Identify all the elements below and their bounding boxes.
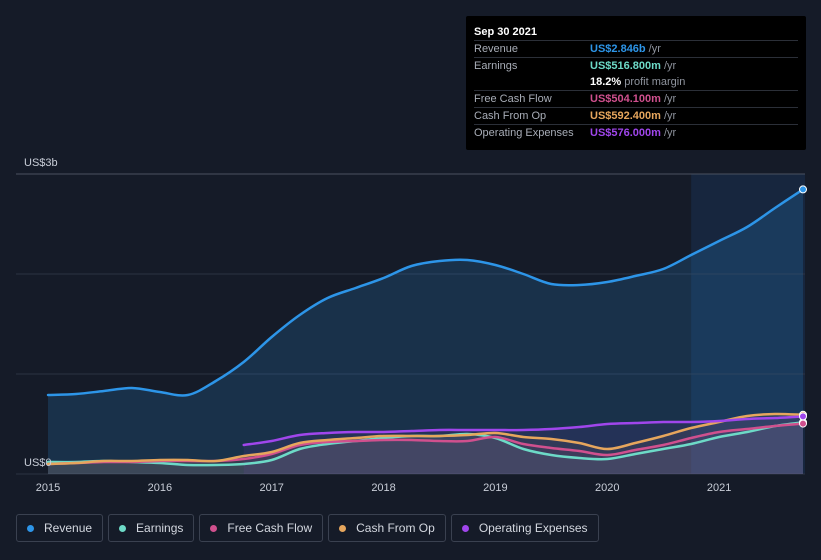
legend-item-revenue[interactable]: Revenue bbox=[16, 514, 104, 542]
revenue-line bbox=[46, 188, 805, 397]
operating-expenses-line bbox=[242, 415, 805, 447]
tooltip-row-value: US$504.100m bbox=[590, 93, 661, 105]
legend-item-earnings[interactable]: Earnings bbox=[108, 514, 195, 542]
legend-item-cash-from-op[interactable]: Cash From Op bbox=[328, 514, 446, 542]
tooltip-row: Operating Expenses US$576.000m/yr bbox=[474, 124, 798, 141]
x-tick-label: 2015 bbox=[36, 482, 60, 494]
legend-item-operating-expenses[interactable]: Operating Expenses bbox=[450, 514, 599, 542]
tooltip-row-unit: /yr bbox=[663, 93, 677, 105]
tooltip-row: Cash From Op US$592.400m/yr bbox=[474, 107, 798, 124]
tooltip-row-label: Revenue bbox=[474, 43, 519, 55]
tooltip-date: Sep 30 2021 bbox=[474, 26, 537, 38]
series-lines bbox=[46, 188, 805, 467]
legend-dot-icon bbox=[27, 524, 34, 532]
x-tick-label: 2016 bbox=[148, 482, 172, 494]
free-cash-flow-end-marker[interactable] bbox=[799, 419, 807, 428]
tooltip-row: Free Cash Flow US$504.100m/yr bbox=[474, 90, 798, 107]
tooltip-row-label: Cash From Op bbox=[474, 110, 547, 122]
tooltip-row-value: 18.2% bbox=[590, 76, 622, 88]
data-tooltip: Sep 30 2021 Revenue US$2.846b/yr Earnings U… bbox=[466, 16, 806, 150]
tooltip-row-label: Operating Expenses bbox=[474, 127, 574, 139]
tooltip-row-value: US$516.800m bbox=[590, 60, 661, 72]
x-tick-label: 2019 bbox=[483, 482, 507, 494]
tooltip-row-unit: /yr bbox=[663, 110, 677, 122]
tooltip-row: Earnings US$516.800m/yr bbox=[474, 57, 798, 74]
revenue-end-marker[interactable] bbox=[799, 185, 807, 194]
legend-label: Revenue bbox=[44, 521, 93, 535]
x-tick-label: 2020 bbox=[595, 482, 619, 494]
legend-dot-icon bbox=[210, 524, 218, 532]
operating-expenses-end-marker[interactable] bbox=[799, 412, 807, 421]
legend-label: Operating Expenses bbox=[478, 521, 588, 535]
chart-legend: Revenue Earnings Free Cash Flow Cash From O… bbox=[16, 514, 604, 542]
revenue-area bbox=[48, 189, 803, 474]
chart-canvas: US$3b US$0 2015 2016 2017 2018 2019 2020 2021 bbox=[16, 157, 807, 494]
legend-item-free-cash-flow[interactable]: Free Cash Flow bbox=[199, 514, 324, 542]
gridlines bbox=[16, 173, 805, 475]
legend-dot-icon bbox=[339, 524, 347, 532]
free-cash-flow-area bbox=[48, 423, 803, 474]
y-axis-top-label: US$3b bbox=[24, 157, 58, 169]
tooltip-row-value: US$592.400m bbox=[590, 110, 661, 122]
tooltip-row-unit: /yr bbox=[663, 127, 677, 139]
series-end-markers[interactable] bbox=[799, 185, 807, 428]
tooltip-row-value: US$2.846b bbox=[590, 43, 646, 55]
cash-from-op-line bbox=[46, 412, 805, 466]
tooltip-row-value: US$576.000m bbox=[590, 127, 661, 139]
x-tick-label: 2018 bbox=[371, 482, 395, 494]
tooltip-row-label: Earnings bbox=[474, 60, 518, 72]
legend-dot-icon bbox=[461, 524, 469, 532]
tooltip-row-unit: /yr bbox=[648, 43, 661, 55]
legend-label: Cash From Op bbox=[356, 521, 435, 535]
tooltip-row-unit: /yr bbox=[663, 60, 677, 72]
tooltip-row: 18.2% profit margin bbox=[474, 74, 798, 90]
tooltip-row-unit: profit margin bbox=[624, 76, 686, 88]
x-tick-label: 2017 bbox=[259, 482, 283, 494]
x-tick-label: 2021 bbox=[707, 482, 731, 494]
tooltip-row: Revenue US$2.846b/yr bbox=[474, 40, 798, 57]
legend-label: Free Cash Flow bbox=[227, 521, 313, 535]
y-axis-bottom-label: US$0 bbox=[24, 457, 52, 469]
tooltip-row-label: Free Cash Flow bbox=[474, 93, 552, 105]
x-axis-ticks: 2015 2016 2017 2018 2019 2020 2021 bbox=[36, 482, 732, 494]
legend-label: Earnings bbox=[136, 521, 184, 535]
tooltip-row-label bbox=[474, 74, 590, 90]
earnings-area bbox=[48, 422, 803, 474]
legend-dot-icon bbox=[119, 524, 127, 532]
